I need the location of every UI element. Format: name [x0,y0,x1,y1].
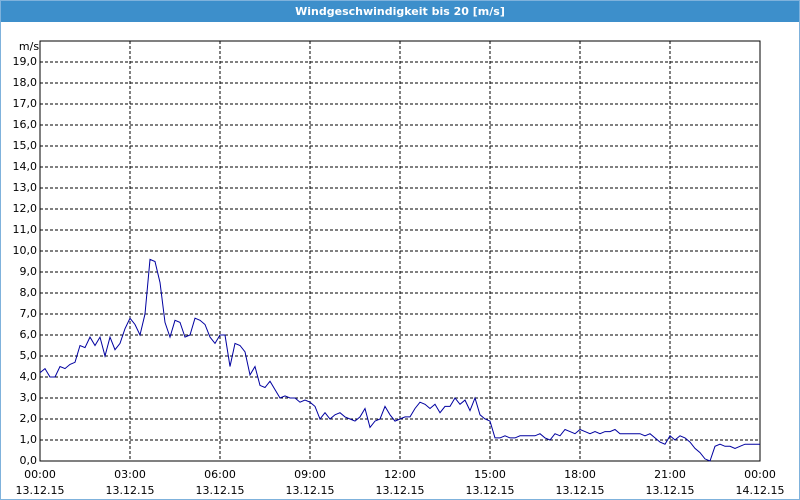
x-tick-label: 09:00 [294,468,326,481]
y-tick-label: 11,0 [13,223,38,236]
x-tick-date: 13.12.15 [646,484,695,497]
y-tick-label: 17,0 [13,97,38,110]
y-tick-label: 3,0 [20,391,38,404]
y-tick-label: 8,0 [20,286,38,299]
x-tick-label: 18:00 [564,468,596,481]
x-tick-label: 21:00 [654,468,686,481]
y-tick-label: 4,0 [20,370,38,383]
x-tick-date: 13.12.15 [466,484,515,497]
data-line [39,258,760,462]
x-tick-date: 13.12.15 [286,484,335,497]
title-bar [1,1,799,22]
y-axis-label: m/s [19,40,39,53]
x-tick-date: 13.12.15 [106,484,155,497]
y-tick-label: 1,0 [20,433,38,446]
x-tick-date: 13.12.15 [16,484,65,497]
y-tick-label: 14,0 [13,160,38,173]
x-tick-label: 12:00 [384,468,416,481]
chart-title: Windgeschwindigkeit bis 20 [m/s] [295,5,505,18]
y-tick-label: 6,0 [20,328,38,341]
y-tick-label: 9,0 [20,265,38,278]
y-tick-label: 18,0 [13,76,38,89]
y-tick-label: 13,0 [13,181,38,194]
x-tick-date: 13.12.15 [196,484,245,497]
y-tick-label: 5,0 [20,349,38,362]
x-tick-date: 14.12.15 [736,484,785,497]
y-tick-label: 19,0 [13,55,38,68]
y-tick-label: 10,0 [13,244,38,257]
x-tick-label: 00:00 [744,468,776,481]
x-tick-date: 13.12.15 [376,484,425,497]
x-tick-label: 03:00 [114,468,146,481]
x-tick-label: 06:00 [204,468,236,481]
y-tick-label: 15,0 [13,139,38,152]
x-tick-date: 13.12.15 [556,484,605,497]
y-tick-label: 2,0 [20,412,38,425]
y-tick-label: 16,0 [13,118,38,131]
x-tick-label: 00:00 [24,468,56,481]
y-tick-label: 12,0 [13,202,38,215]
y-tick-label: 0,0 [20,454,38,467]
y-tick-label: 7,0 [20,307,38,320]
x-tick-label: 15:00 [474,468,506,481]
